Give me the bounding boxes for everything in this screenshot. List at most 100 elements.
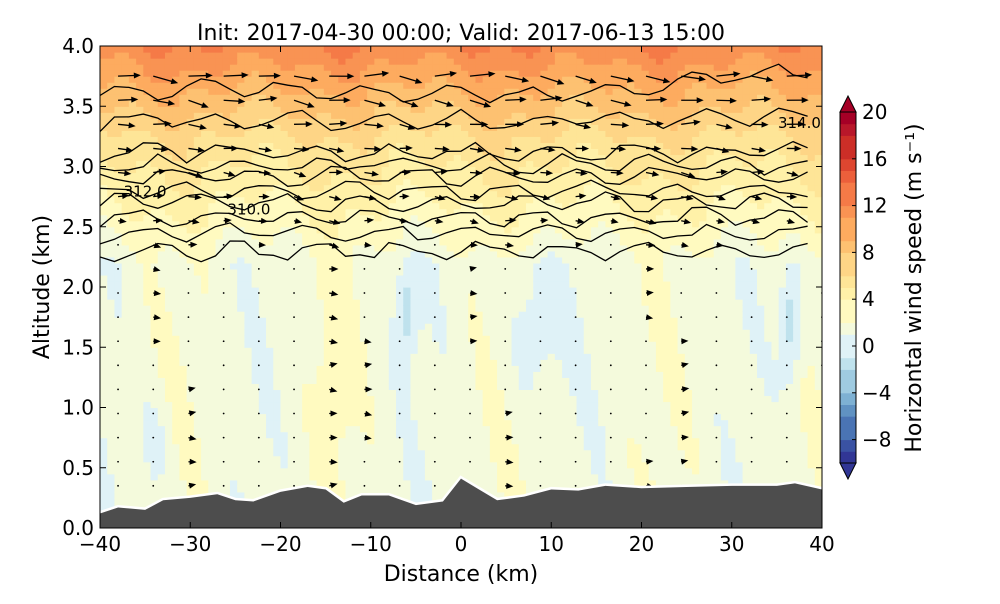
wind-speed-cell xyxy=(518,130,527,137)
wind-speed-cell xyxy=(244,323,253,330)
wind-speed-cell xyxy=(258,305,267,312)
wind-speed-cell xyxy=(258,467,267,475)
wind-speed-cell xyxy=(403,437,412,445)
wind-speed-cell xyxy=(525,449,534,457)
wind-speed-cell xyxy=(518,401,527,409)
wind-speed-cell xyxy=(222,449,231,457)
wind-speed-cell xyxy=(331,347,339,354)
wind-speed-cell xyxy=(208,383,217,391)
wind-speed-cell xyxy=(136,443,144,451)
wind-speed-cell xyxy=(475,190,484,198)
wind-speed-cell xyxy=(179,347,188,354)
wind-speed-cell xyxy=(439,431,448,439)
wind-speed-cell xyxy=(352,82,361,89)
wind-speed-cell xyxy=(128,383,137,391)
wind-speed-cell xyxy=(511,485,520,493)
wind-speed-cell xyxy=(482,449,491,457)
wind-speed-cell xyxy=(186,70,195,77)
wind-speed-cell xyxy=(374,455,383,463)
wind-speed-cell xyxy=(359,443,368,451)
wind-speed-cell xyxy=(331,232,339,240)
wind-speed-cell xyxy=(302,82,310,89)
wind-speed-cell xyxy=(388,467,397,475)
wind-speed-cell xyxy=(525,214,534,222)
wind-speed-cell xyxy=(504,46,513,53)
wind-speed-cell xyxy=(251,262,260,270)
wind-speed-cell xyxy=(193,76,202,83)
wind-speed-cell xyxy=(114,232,123,240)
wind-speed-cell xyxy=(222,88,231,95)
wind-speed-cell xyxy=(403,130,412,137)
wind-speed-cell xyxy=(229,485,238,493)
wind-speed-cell xyxy=(193,383,202,391)
wind-speed-cell xyxy=(251,160,260,168)
wind-speed-cell xyxy=(446,232,455,240)
wind-speed-cell xyxy=(511,437,520,445)
wind-speed-cell xyxy=(201,371,209,378)
wind-speed-cell xyxy=(280,64,289,71)
wind-speed-cell xyxy=(417,413,426,421)
wind-speed-cell xyxy=(309,220,318,228)
wind-speed-cell xyxy=(100,389,108,397)
wind-speed-cell xyxy=(266,287,274,294)
wind-speed-cell xyxy=(164,401,173,409)
wind-speed-cell xyxy=(215,70,224,77)
wind-speed-cell xyxy=(287,323,296,330)
wind-speed-cell xyxy=(107,389,116,397)
wind-speed-cell xyxy=(266,437,274,445)
wind-speed-cell xyxy=(100,413,108,421)
wind-speed-cell xyxy=(100,214,108,222)
wind-speed-cell xyxy=(331,70,339,77)
wind-speed-cell xyxy=(446,76,455,83)
wind-speed-cell xyxy=(244,335,253,342)
wind-speed-cell xyxy=(280,274,289,282)
wind-speed-cell xyxy=(359,256,368,264)
wind-speed-cell xyxy=(287,46,296,53)
wind-speed-cell xyxy=(504,184,513,192)
wind-speed-cell xyxy=(229,461,238,469)
wind-speed-cell xyxy=(193,82,202,89)
wind-speed-cell xyxy=(367,305,375,312)
wind-speed-cell xyxy=(208,130,217,137)
wind-speed-cell xyxy=(215,329,224,336)
wind-speed-cell xyxy=(461,293,469,300)
wind-speed-cell xyxy=(468,431,477,439)
wind-speed-cell xyxy=(157,130,166,137)
wind-speed-cell xyxy=(396,455,404,463)
wind-speed-cell xyxy=(215,485,224,493)
wind-speed-cell xyxy=(309,250,318,258)
wind-speed-cell xyxy=(446,383,455,391)
wind-speed-cell xyxy=(432,178,440,186)
wind-speed-cell xyxy=(294,323,303,330)
wind-speed-cell xyxy=(266,365,274,372)
wind-speed-cell xyxy=(150,208,159,216)
wind-speed-cell xyxy=(403,395,412,403)
wind-speed-cell xyxy=(352,226,361,234)
wind-speed-cell xyxy=(157,124,166,131)
wind-speed-cell xyxy=(150,250,159,258)
wind-speed-cell xyxy=(323,100,332,107)
wind-speed-cell xyxy=(388,46,397,53)
wind-speed-cell xyxy=(439,130,448,137)
wind-speed-cell xyxy=(258,94,267,101)
wind-speed-cell xyxy=(525,70,534,77)
wind-speed-cell xyxy=(432,148,440,156)
wind-speed-cell xyxy=(128,232,137,240)
wind-speed-cell xyxy=(107,305,116,312)
wind-speed-cell xyxy=(172,395,181,403)
wind-speed-cell xyxy=(157,395,166,403)
wind-speed-cell xyxy=(266,166,274,174)
wind-speed-cell xyxy=(201,58,209,65)
wind-speed-cell xyxy=(193,148,202,156)
wind-speed-cell xyxy=(258,208,267,216)
wind-speed-cell xyxy=(504,437,513,445)
wind-speed-cell xyxy=(489,455,498,463)
wind-speed-cell xyxy=(287,299,296,306)
wind-speed-cell xyxy=(453,100,462,107)
wind-speed-cell xyxy=(222,305,231,312)
wind-speed-cell xyxy=(403,473,412,481)
wind-speed-cell xyxy=(381,262,390,270)
wind-speed-cell xyxy=(482,323,491,330)
wind-speed-cell xyxy=(367,329,375,336)
wind-speed-cell xyxy=(424,467,433,475)
